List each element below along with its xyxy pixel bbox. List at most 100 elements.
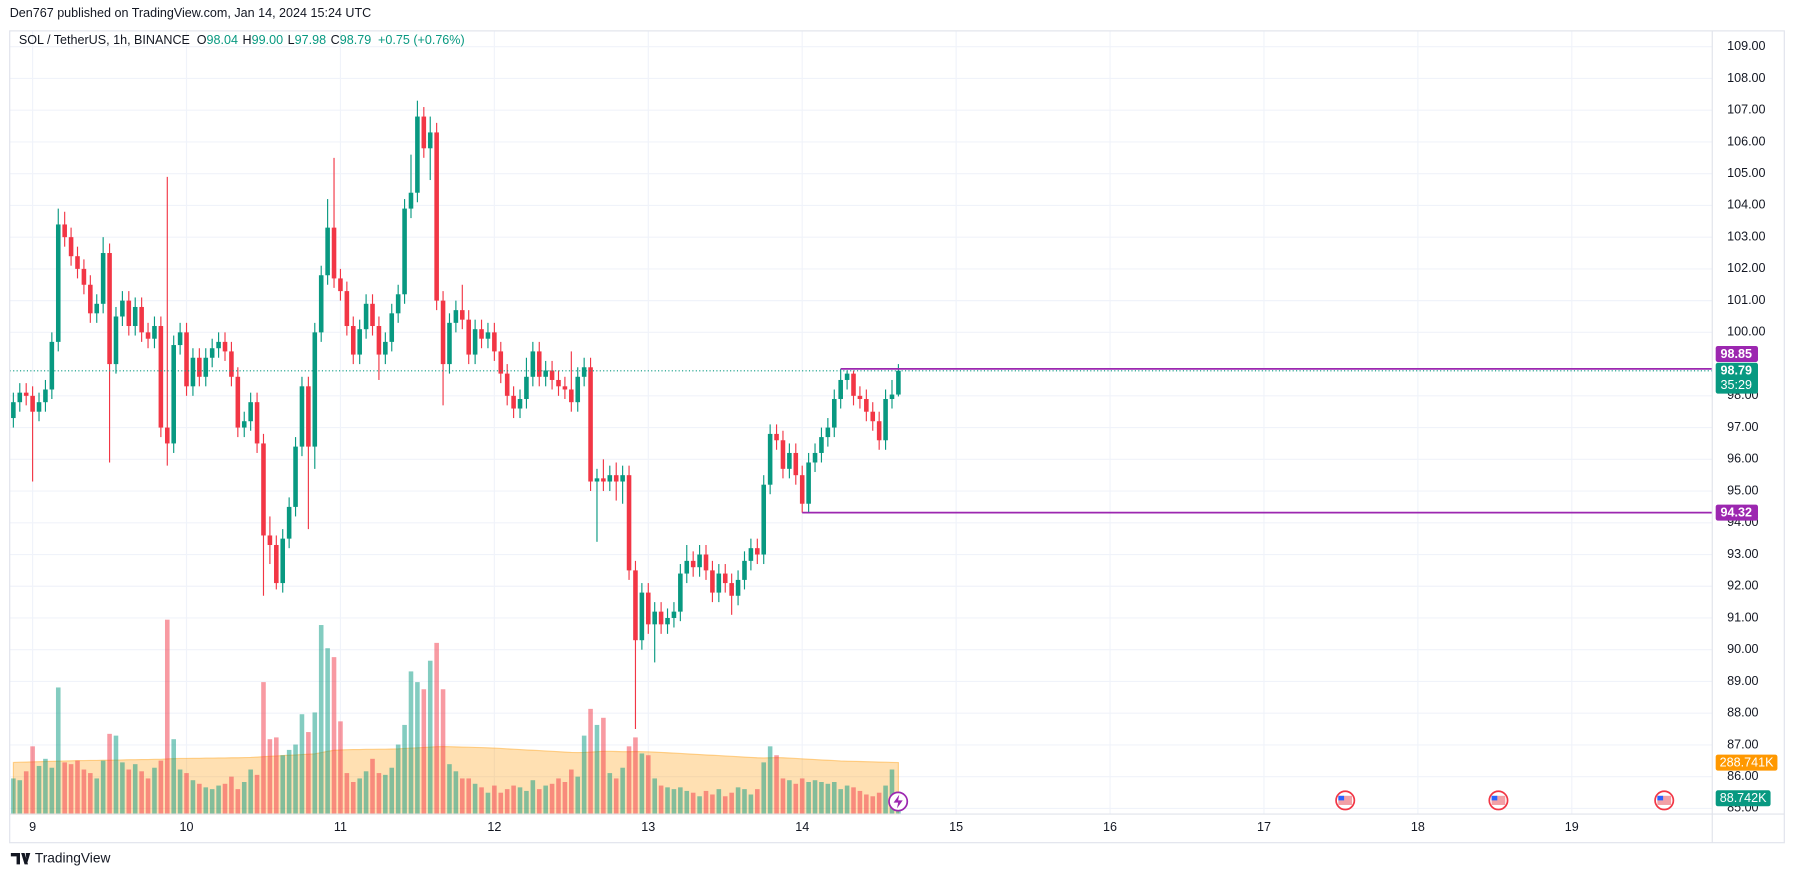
price-label-box [1715,362,1758,394]
volume-bar [286,749,292,815]
event-icons [888,790,1675,812]
y-tick-label: 104.00 [1727,198,1765,212]
volume-bar [479,787,484,815]
volume-bar [812,780,818,815]
volume-bar [132,764,138,815]
y-tick-label: 108.00 [1727,71,1765,85]
candle-body [543,370,548,377]
volume-bar [171,739,176,815]
volume-bar [716,789,722,815]
candle-body [601,478,606,482]
candle-body [569,389,574,403]
candle-body [844,373,850,380]
candle-body [241,421,247,428]
volume-bar [338,721,343,815]
candle-body [62,224,67,238]
candle-body [94,303,100,314]
volume-label-box [1715,790,1771,807]
candle-body [190,357,196,387]
volume-bar [613,778,619,815]
candle-body [267,535,273,545]
candle-body [735,579,741,596]
candle-body [370,303,375,327]
volume-bar [652,778,657,815]
candle-body [755,548,760,555]
candle-body [11,402,16,419]
y-tick-label: 96.00 [1727,452,1758,466]
candle-body [274,544,279,584]
candle-body [876,421,882,441]
volume-bar [139,771,144,815]
y-tick-label: 109.00 [1727,39,1765,53]
candle-body [710,570,715,593]
x-tick-label: 9 [29,820,36,834]
x-tick-label: 19 [1565,820,1579,834]
volume-bar [864,794,869,815]
volume-bar [460,778,465,815]
volume-bar [594,724,600,815]
candle-body [177,332,183,346]
legend-label: L [288,33,295,47]
candle-body [171,345,176,444]
volume-bar [870,796,876,815]
volume-bar [889,769,895,815]
candle-body [588,367,593,482]
legend-value: 99.00 [252,33,283,47]
legend-value: 97.98 [295,33,326,47]
candle-body [415,116,420,193]
volume-pane [11,619,901,815]
volume-bar [75,760,80,815]
candle-body [639,592,645,641]
candle-body [261,443,266,536]
candle-body [761,484,767,555]
candle-body [23,392,29,396]
candle-body [43,389,48,403]
volume-bar [511,785,516,815]
price-label: 98.79 [1721,364,1752,378]
y-tick-label: 91.00 [1727,610,1758,624]
volume-bar [158,760,164,815]
candle-body [716,573,722,593]
candle-body [363,303,369,330]
volume-bar [562,782,568,815]
candle-body [536,351,542,377]
volume-bar [569,769,574,815]
candle-body [434,132,439,301]
candle-body [697,554,702,568]
candle-body [293,446,298,507]
volume-bar [556,778,561,815]
brand-logo [10,852,31,865]
x-tick-label: 10 [180,820,194,834]
volume-bar [851,787,856,815]
volume-bar [536,789,542,815]
volume-bar [36,765,42,815]
candle-body [100,253,106,304]
candle-body [633,570,638,641]
volume-bar [395,744,401,815]
candle-body [851,373,856,396]
candle-body [517,399,523,409]
candle-body [831,399,837,428]
candle-body [402,208,407,295]
candle-body [607,475,613,482]
candle-body [498,351,504,374]
candle-body [485,332,491,339]
volume-bar [152,767,157,815]
candle-body [49,341,55,390]
y-tick-label: 93.00 [1727,547,1758,561]
volume-bar [678,787,683,815]
volume-bar [453,771,459,815]
candle-body [645,592,651,625]
y-tick-label: 102.00 [1727,261,1765,275]
candle-body [581,367,587,377]
level-label: 94.32 [1721,506,1752,520]
volume-bar [729,792,734,815]
volume-bar [11,778,16,815]
y-tick-label: 105.00 [1727,166,1765,180]
candle-body [613,475,619,482]
candle-body [575,376,581,403]
candle-body [658,611,664,625]
candle-body [799,475,805,504]
volume-bar [645,755,651,815]
